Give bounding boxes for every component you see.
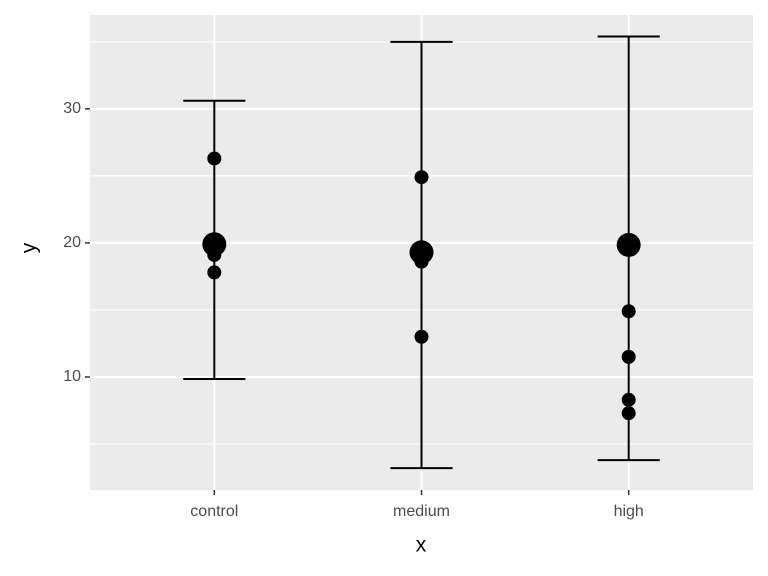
- mean-point: [202, 232, 227, 257]
- y-axis-title: y: [18, 242, 41, 253]
- point: [207, 151, 222, 166]
- y-tick-label: 30: [63, 100, 81, 117]
- point: [621, 304, 636, 319]
- y-tick-label: 20: [63, 234, 81, 251]
- point: [621, 392, 636, 407]
- point: [414, 170, 429, 185]
- mean-point: [616, 232, 641, 257]
- point: [621, 349, 636, 364]
- x-tick-label: medium: [393, 503, 450, 520]
- x-tick-label: high: [614, 503, 644, 520]
- y-tick-label: 10: [63, 368, 81, 385]
- x-axis-title: x: [416, 534, 427, 557]
- point: [621, 406, 636, 421]
- point: [414, 329, 429, 344]
- mean-point: [409, 240, 434, 265]
- x-tick-label: control: [190, 503, 238, 520]
- point: [207, 265, 222, 280]
